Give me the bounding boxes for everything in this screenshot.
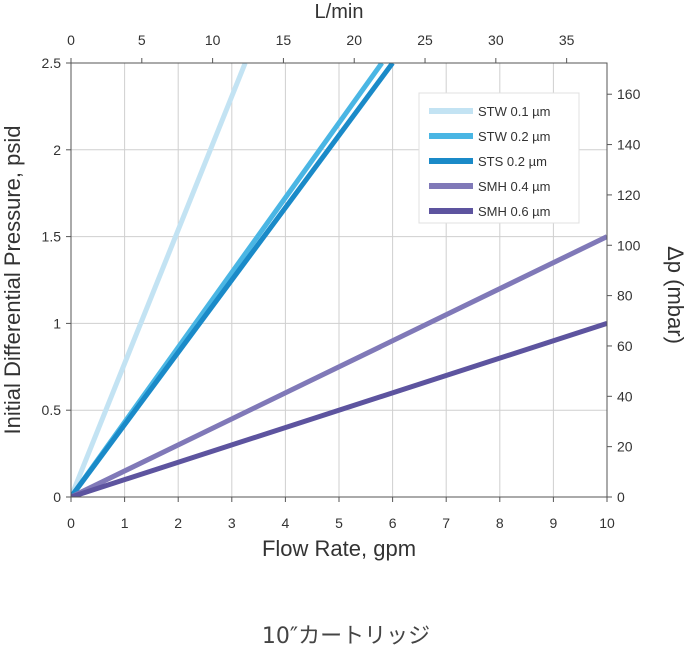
x-tick-label: 5 — [335, 515, 343, 531]
right-axis-title: Δp (mbar) — [663, 246, 688, 344]
x-tick-label: 1 — [121, 515, 129, 531]
legend-label: SMH 0.4 µm — [478, 179, 551, 194]
x2-tick-label: 35 — [559, 32, 575, 48]
series-line — [71, 234, 607, 497]
y-tick-label: 0 — [53, 489, 61, 505]
x2-tick-label: 10 — [205, 32, 221, 48]
legend-label: STS 0.2 µm — [478, 154, 547, 169]
y-tick-label: 1 — [53, 315, 61, 331]
y-tick-label: 1.5 — [42, 229, 62, 245]
series-line — [71, 63, 248, 497]
series-line — [71, 321, 607, 497]
x2-tick-label: 15 — [276, 32, 292, 48]
y2-tick-label: 80 — [617, 288, 633, 304]
y2-tick-label: 100 — [617, 237, 641, 253]
x-tick-label: 10 — [599, 515, 615, 531]
y2-tick-label: 0 — [617, 489, 625, 505]
legend-label: STW 0.1 µm — [478, 104, 551, 119]
y2-tick-label: 60 — [617, 338, 633, 354]
x-tick-label: 3 — [228, 515, 236, 531]
x2-tick-label: 30 — [488, 32, 504, 48]
x-tick-label: 9 — [550, 515, 558, 531]
x2-tick-label: 5 — [138, 32, 146, 48]
x-tick-label: 7 — [442, 515, 450, 531]
y2-tick-label: 120 — [617, 187, 641, 203]
top-axis-title: L/min — [315, 1, 364, 23]
y-tick-label: 2 — [53, 142, 61, 158]
legend-label: STW 0.2 µm — [478, 129, 551, 144]
legend: STW 0.1 µm STW 0.2 µm STS 0.2 µm SMH 0.4 µm… — [418, 92, 580, 224]
y2-tick-label: 20 — [617, 439, 633, 455]
x-tick-label: 2 — [174, 515, 182, 531]
series-lines — [71, 63, 607, 497]
caption: 10″カートリッジ — [261, 624, 431, 649]
y-tick-label: 0.5 — [42, 402, 62, 418]
x-tick-label: 4 — [282, 515, 290, 531]
x-axis-title: Flow Rate, gpm — [262, 536, 416, 561]
x2-tick-label: 20 — [346, 32, 362, 48]
x-tick-label: 0 — [67, 515, 75, 531]
y2-tick-label: 140 — [617, 137, 641, 153]
x2-tick-label: 0 — [67, 32, 75, 48]
x-tick-label: 6 — [389, 515, 397, 531]
x-tick-label: 8 — [496, 515, 504, 531]
y-axis-title: Initial Differential Pressure, psid — [0, 126, 25, 435]
y-tick-label: 2.5 — [42, 55, 62, 71]
y2-tick-label: 40 — [617, 388, 633, 404]
series-line — [71, 63, 395, 497]
legend-label: SMH 0.6 µm — [478, 204, 551, 219]
y2-tick-label: 160 — [617, 86, 641, 102]
x2-tick-label: 25 — [417, 32, 433, 48]
